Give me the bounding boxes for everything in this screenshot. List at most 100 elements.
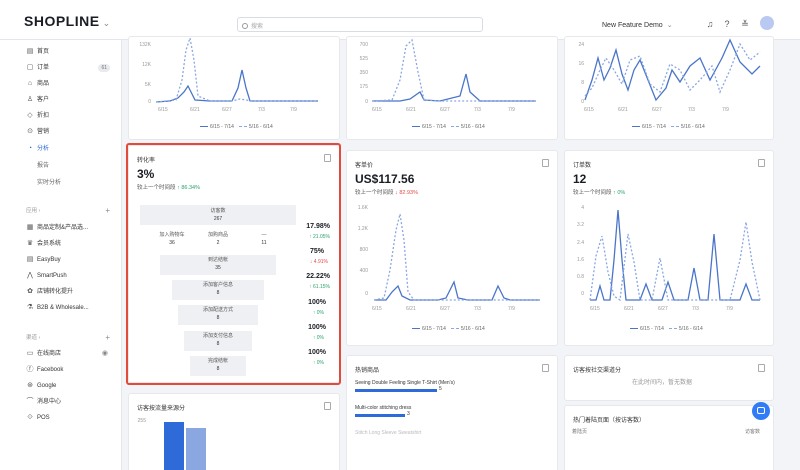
sidebar-item-discounts[interactable]: ◇ 折扣: [26, 110, 118, 122]
y-tick-label: 1.2K: [357, 226, 368, 232]
avatar[interactable]: [760, 16, 774, 30]
sidebar-app-item[interactable]: ♛ 会员系统: [26, 238, 118, 250]
visitor-source-card: 访客按流量来源分: [128, 393, 340, 470]
sidebar-item-home[interactable]: ▤ 首页: [26, 46, 118, 58]
sidebar-app-item[interactable]: ⚗ B2B & Wholesale...: [26, 302, 118, 314]
store-icon: ▭: [26, 350, 34, 357]
discount-icon: ◇: [27, 112, 33, 119]
x-tick-label: 7/9: [726, 306, 733, 312]
product-name[interactable]: Stitch Long Sleeve Sweatshirt: [355, 430, 422, 436]
plus-icon[interactable]: +: [105, 206, 110, 215]
source-bar: [186, 428, 206, 470]
y-tick-label: 5K: [144, 82, 151, 88]
store-switcher[interactable]: New Feature Demo ⌄: [602, 21, 673, 29]
pos-icon: ⟐: [27, 414, 33, 421]
product-bar: [355, 414, 405, 417]
sidebar-channel-google[interactable]: ⊛ Google: [26, 380, 118, 392]
sidebar-channel-messages[interactable]: ⌒ 消息中心: [26, 396, 118, 408]
search-input[interactable]: 搜索: [237, 17, 483, 32]
app-icon: ⚗: [26, 304, 34, 311]
plus-icon[interactable]: +: [105, 333, 110, 342]
sidebar-app-item[interactable]: ⋀ SmartPush: [26, 270, 118, 282]
help-icon[interactable]: ?: [724, 19, 730, 29]
legend-previous-swatch: [670, 126, 679, 128]
sidebar-item-label: 会员系统: [37, 241, 62, 247]
funnel-rate-change: ↑ 21.05%: [309, 234, 330, 240]
sidebar-item-products[interactable]: ⌂ 商品: [26, 78, 118, 90]
search-placeholder: 搜索: [251, 24, 264, 30]
card-menu-icon[interactable]: [758, 159, 765, 167]
sidebar-app-item[interactable]: ✿ 店铺转化提升: [26, 286, 118, 298]
legend-previous-label: 5/16 - 6/14: [248, 124, 273, 130]
sidebar-item-label: 在线商店: [37, 351, 62, 357]
card-menu-icon[interactable]: [758, 364, 765, 372]
comparison-row: 较上一个时间段 ↑ 86.34%: [137, 183, 200, 191]
legend-current-swatch: [630, 328, 638, 330]
card-menu-icon[interactable]: [542, 159, 549, 167]
chevron-down-icon[interactable]: ⌄: [102, 18, 111, 28]
sidebar-item-realtime[interactable]: 实时分析: [37, 177, 129, 189]
channels-group-header[interactable]: 渠道 › +: [26, 333, 110, 342]
funnel-step-value: 267: [213, 216, 223, 222]
sidebar-app-item[interactable]: ▦ 商品定制&产品选...: [26, 222, 118, 234]
social-visitors-card: 访客按社交渠道分: [564, 355, 774, 401]
order-count-value: 12: [573, 172, 587, 186]
chat-support-button[interactable]: [752, 402, 770, 420]
apps-group-header[interactable]: 应用 › +: [26, 206, 110, 215]
x-tick-label: 6/27: [440, 306, 450, 312]
sidebar-item-orders[interactable]: ▢ 订单 61: [26, 62, 118, 74]
sidebar-item-marketing[interactable]: ⊙ 营销: [26, 126, 118, 138]
legend-previous-swatch: [668, 328, 677, 330]
y-tick-label: 255: [137, 418, 146, 424]
sidebar: ▤ 首页 ▢ 订单 61 ⌂ 商品 ♙ 客户 ◇ 折扣 ⊙ 营销 ◔ 分析 报告 实时分析 应用…: [0, 40, 122, 470]
sidebar-item-label: 分析: [37, 146, 50, 152]
y-tick-label: 800: [359, 247, 368, 253]
funnel-step-label: 添加客户信息: [202, 282, 233, 288]
card-menu-icon[interactable]: [542, 364, 549, 372]
y-tick-label: 1.6K: [357, 205, 368, 211]
chevron-down-icon: ⌄: [666, 22, 673, 29]
y-tick-label: 3.2: [577, 222, 584, 228]
app-icon: ▦: [26, 224, 34, 231]
funnel-rate: 17.98%: [306, 223, 330, 230]
card-menu-icon[interactable]: [324, 402, 331, 410]
sidebar-item-reports[interactable]: 报告: [37, 160, 129, 172]
sidebar-channel-pos[interactable]: ⟐ POS: [26, 412, 118, 424]
sidebar-channel-online-store[interactable]: ▭ 在线商店 ◉: [26, 348, 118, 360]
product-name[interactable]: Seeing Double Feeling Single T-Shirt (Me…: [355, 380, 455, 386]
sidebar-item-label: 商品: [37, 81, 50, 87]
sidebar-item-label: 消息中心: [37, 399, 62, 405]
x-tick-label: 7/9: [508, 107, 515, 113]
card-title: 访客按流量来源分: [137, 406, 186, 412]
legend-previous-swatch: [238, 126, 247, 128]
legend-current-swatch: [412, 328, 420, 330]
sidebar-app-item[interactable]: ▤ EasyBuy: [26, 254, 118, 266]
orders-chart-card-top: [564, 36, 774, 140]
hot-products-card: 热销商品: [346, 355, 558, 470]
sidebar-item-label: 店铺转化提升: [37, 289, 74, 295]
sidebar-channel-facebook[interactable]: ⓕ Facebook: [26, 364, 118, 376]
legend-current-label: 6/15 - 7/14: [422, 326, 446, 332]
bell-icon[interactable]: ♫: [706, 19, 714, 29]
facebook-icon: ⓕ: [26, 366, 34, 373]
x-tick-label: 7/3: [474, 107, 481, 113]
shopline-logo[interactable]: SHOPLINE ⌄: [24, 13, 111, 29]
funnel-step-added-products: 加购商品 2: [198, 231, 238, 251]
card-title: 访客按社交渠道分: [573, 368, 622, 374]
sidebar-item-label: 报告: [37, 163, 50, 169]
card-menu-icon[interactable]: [324, 154, 331, 162]
x-tick-label: 6/21: [618, 107, 628, 113]
sidebar-item-analytics[interactable]: ◔ 分析: [26, 143, 118, 155]
x-tick-label: 6/27: [222, 107, 232, 113]
product-count: 3: [407, 411, 410, 417]
funnel-step-label: 添加配送方式: [202, 307, 233, 313]
x-tick-label: 7/3: [258, 107, 265, 113]
sidebar-item-customers[interactable]: ♙ 客户: [26, 94, 118, 106]
y-tick-label: 0: [581, 291, 584, 297]
y-tick-label: 132K: [139, 42, 151, 48]
comparison-label: 较上一个时间段: [137, 185, 176, 191]
product-name[interactable]: Multi-color stitching dress: [355, 405, 412, 411]
filter-icon[interactable]: ≚: [741, 19, 749, 29]
eye-icon[interactable]: ◉: [101, 350, 108, 357]
